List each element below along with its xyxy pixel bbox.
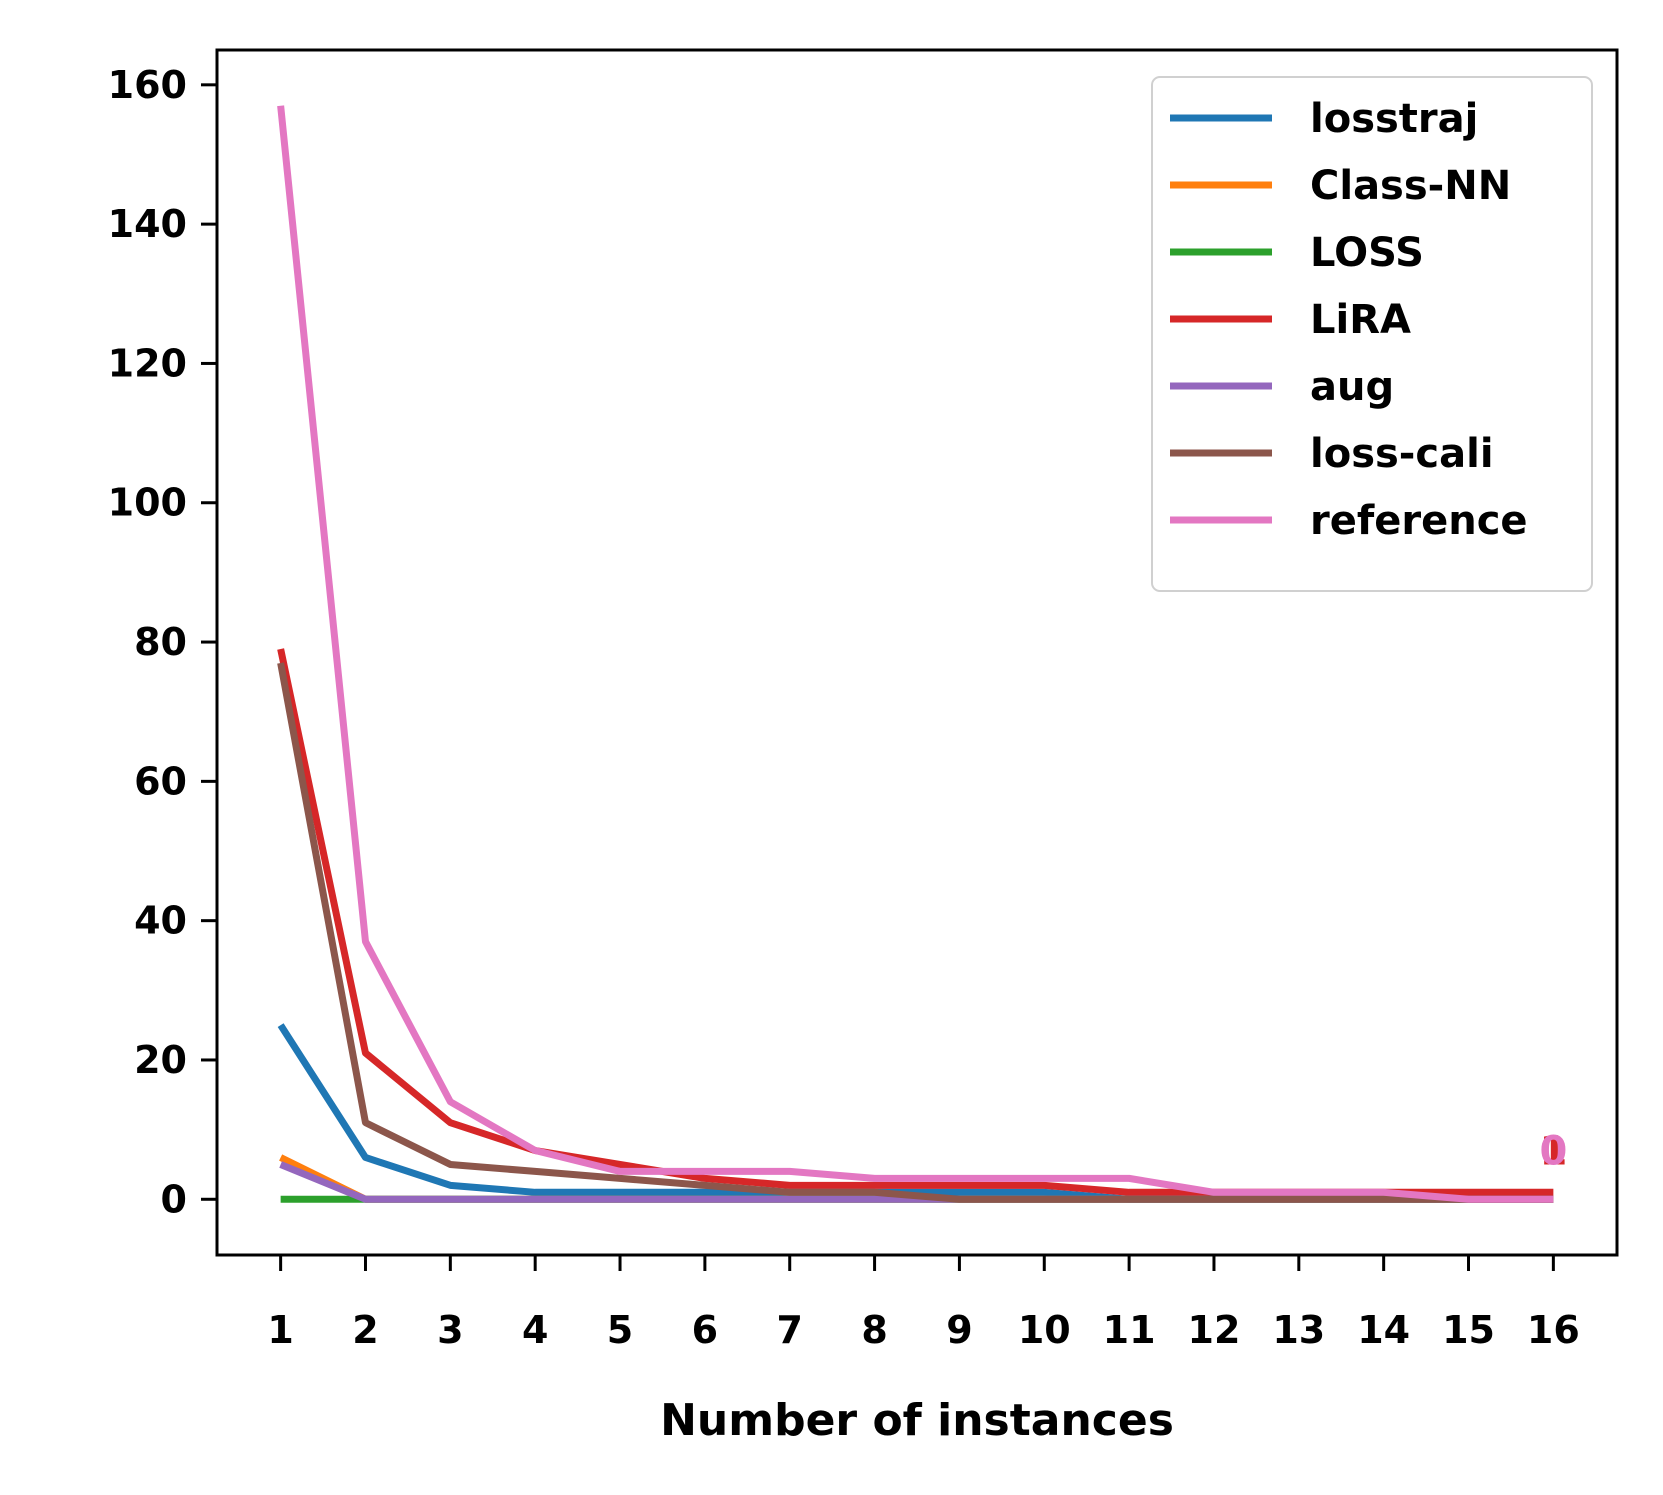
legend-label-loss-cali: loss-cali bbox=[1310, 431, 1494, 477]
legend-label-loss: LOSS bbox=[1310, 230, 1424, 276]
y-tick-label-60: 60 bbox=[134, 759, 187, 803]
legend-label-lira: LiRA bbox=[1310, 297, 1411, 343]
y-tick-label-0: 0 bbox=[161, 1177, 187, 1221]
y-tick-label-20: 20 bbox=[134, 1038, 187, 1082]
x-axis-title: Number of instances bbox=[660, 1395, 1174, 1446]
series-line-loss-cali bbox=[277, 662, 1554, 1203]
annotation-0: 1 bbox=[1539, 1129, 1567, 1175]
end-annotations: 10 bbox=[1539, 1129, 1567, 1175]
x-tick-label-12: 12 bbox=[1188, 1308, 1241, 1352]
x-tick-label-5: 5 bbox=[607, 1308, 633, 1352]
x-tick-label-16: 16 bbox=[1527, 1308, 1580, 1352]
x-tick-label-1: 1 bbox=[267, 1308, 293, 1352]
x-tick-label-13: 13 bbox=[1272, 1308, 1325, 1352]
annotation-1: 0 bbox=[1539, 1129, 1567, 1175]
y-tick-label-80: 80 bbox=[134, 620, 187, 664]
x-tick-label-3: 3 bbox=[437, 1308, 463, 1352]
y-tick-label-100: 100 bbox=[108, 481, 187, 525]
y-tick-label-120: 120 bbox=[108, 341, 187, 385]
x-tick-label-6: 6 bbox=[692, 1308, 718, 1352]
x-tick-label-8: 8 bbox=[861, 1308, 887, 1352]
y-tick-label-160: 160 bbox=[108, 63, 187, 107]
legend-box bbox=[1151, 76, 1593, 592]
x-tick-label-11: 11 bbox=[1103, 1308, 1156, 1352]
legend-label-reference: reference bbox=[1310, 498, 1528, 544]
y-tick-label-140: 140 bbox=[108, 202, 187, 246]
x-tick-label-10: 10 bbox=[1018, 1308, 1071, 1352]
x-tick-label-4: 4 bbox=[522, 1308, 548, 1352]
series-layer bbox=[277, 105, 1554, 1203]
y-tick-label-40: 40 bbox=[134, 899, 187, 943]
x-tick-label-15: 15 bbox=[1442, 1308, 1495, 1352]
x-tick-label-7: 7 bbox=[777, 1308, 803, 1352]
legend-label-losstraj: losstraj bbox=[1310, 96, 1478, 142]
y-axis: 0 20 40 60 80 100 120 140 160 bbox=[108, 63, 217, 1221]
legend-label-aug: aug bbox=[1310, 364, 1394, 410]
x-tick-label-2: 2 bbox=[352, 1308, 378, 1352]
x-tick-label-9: 9 bbox=[946, 1308, 972, 1352]
legend-label-class-nn: Class-NN bbox=[1310, 163, 1511, 209]
x-axis: 1 2 3 4 5 6 7 8 9 10 11 12 13 14 15 16 bbox=[267, 1255, 1580, 1352]
series-line-reference bbox=[277, 105, 1554, 1203]
x-tick-label-14: 14 bbox=[1357, 1308, 1410, 1352]
legend: losstraj Class-NN LOSS LiRA aug loss-cali refe… bbox=[1151, 76, 1593, 592]
